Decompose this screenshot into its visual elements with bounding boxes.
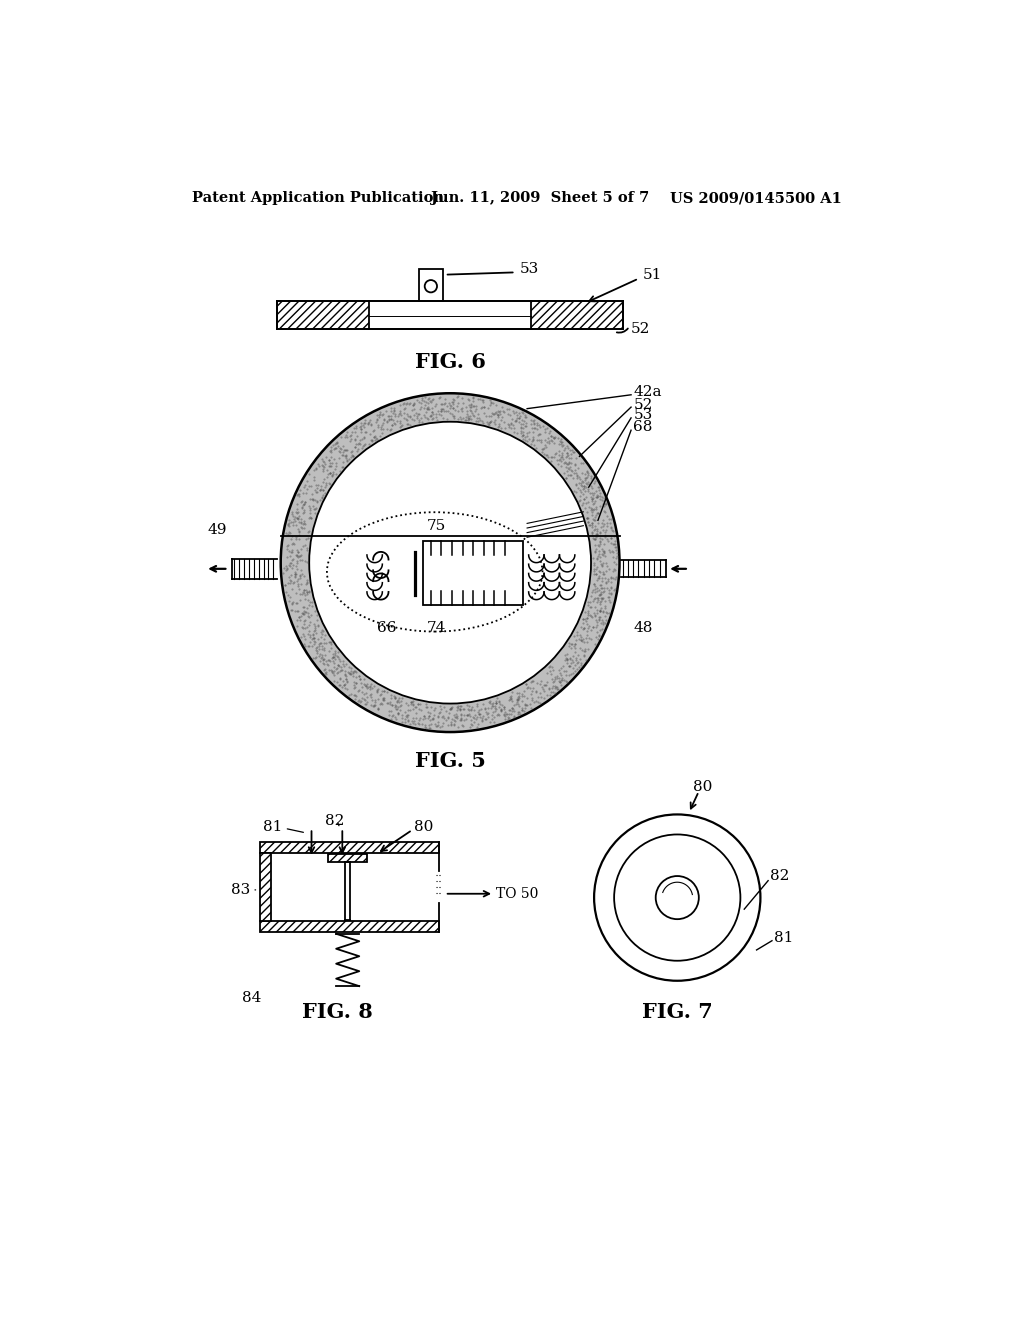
Polygon shape [329, 854, 367, 862]
Text: 80: 80 [692, 780, 712, 795]
Text: 82: 82 [770, 869, 790, 883]
Circle shape [309, 422, 591, 704]
Text: 74: 74 [427, 622, 446, 635]
Text: FIG. 5: FIG. 5 [415, 751, 485, 771]
Text: Jun. 11, 2009  Sheet 5 of 7: Jun. 11, 2009 Sheet 5 of 7 [431, 191, 649, 206]
Text: FIG. 8: FIG. 8 [301, 1002, 373, 1022]
Text: FIG. 6: FIG. 6 [415, 351, 485, 372]
Text: 42a: 42a [634, 384, 662, 399]
Text: 53: 53 [634, 408, 652, 422]
Polygon shape [260, 842, 438, 853]
Polygon shape [423, 541, 523, 605]
Text: FIG. 7: FIG. 7 [642, 1002, 713, 1022]
Text: 81: 81 [774, 931, 794, 945]
Text: 52: 52 [631, 322, 650, 337]
Text: 51: 51 [643, 268, 662, 282]
Text: 52: 52 [634, 397, 652, 412]
Text: TO 50: TO 50 [497, 887, 539, 900]
Text: 68: 68 [634, 420, 652, 434]
Circle shape [425, 280, 437, 293]
Text: 84: 84 [243, 991, 261, 1005]
Text: 53: 53 [519, 261, 539, 276]
FancyArrowPatch shape [616, 329, 628, 333]
Text: 82: 82 [325, 813, 344, 828]
Text: 81: 81 [263, 820, 283, 834]
Polygon shape [276, 301, 370, 330]
Text: 48: 48 [634, 622, 652, 635]
Text: Patent Application Publication: Patent Application Publication [193, 191, 444, 206]
Polygon shape [531, 301, 624, 330]
Text: 75: 75 [427, 519, 446, 533]
Text: 83: 83 [230, 883, 250, 896]
Polygon shape [419, 268, 443, 301]
Text: US 2009/0145500 A1: US 2009/0145500 A1 [670, 191, 842, 206]
Text: 66: 66 [377, 622, 396, 635]
Text: 80: 80 [414, 820, 433, 834]
Circle shape [281, 393, 620, 733]
Text: 49: 49 [208, 523, 227, 537]
Polygon shape [260, 853, 270, 921]
Polygon shape [260, 921, 438, 932]
